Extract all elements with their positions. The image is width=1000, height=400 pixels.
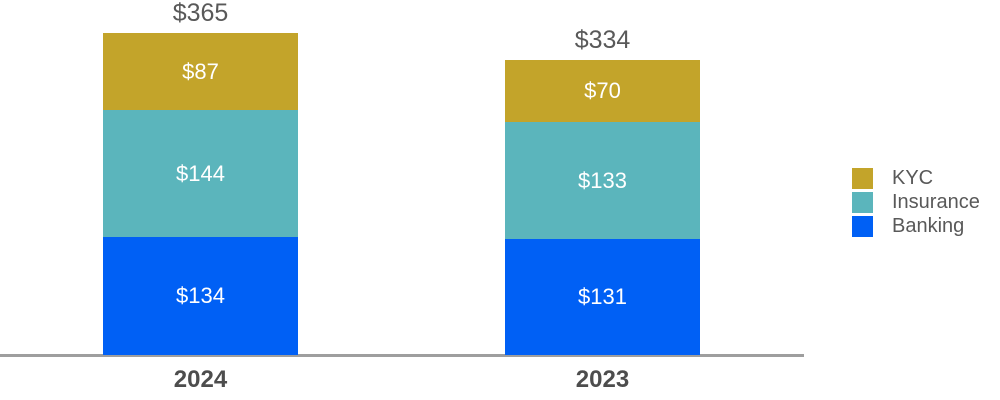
- legend-item-kyc: KYC: [852, 167, 980, 189]
- legend-item-banking: Banking: [852, 215, 980, 237]
- bar-group-2024: $365 $87 $144 $134: [103, 0, 298, 355]
- legend-swatch-kyc: [852, 168, 873, 189]
- x-axis-label-2024: 2024: [173, 366, 228, 393]
- segment-value-label: $87: [182, 58, 219, 84]
- total-label-2023: $334: [574, 26, 631, 54]
- bar-segment-kyc-2023: $70: [505, 60, 700, 122]
- segment-value-label: $70: [584, 78, 621, 103]
- legend-swatch-banking: [852, 216, 873, 237]
- bar-segment-banking-2024: $134: [103, 237, 298, 355]
- legend-item-insurance: Insurance: [852, 191, 980, 213]
- bar-segment-insurance-2024: $144: [103, 110, 298, 237]
- chart-legend: KYC Insurance Banking: [852, 167, 980, 240]
- segment-value-label: $133: [578, 167, 627, 193]
- total-label-2024: $365: [172, 0, 229, 27]
- x-axis-label-2023: 2023: [575, 366, 630, 393]
- bar-segment-kyc-2024: $87: [103, 33, 298, 110]
- bar-segment-insurance-2023: $133: [505, 122, 700, 239]
- legend-label-insurance: Insurance: [892, 191, 980, 213]
- legend-swatch-insurance: [852, 192, 873, 213]
- legend-label-kyc: KYC: [892, 167, 934, 189]
- segment-value-label: $134: [176, 283, 225, 308]
- segment-value-label: $131: [578, 284, 627, 309]
- legend-label-banking: Banking: [892, 215, 965, 237]
- x-axis-line: [0, 354, 804, 357]
- bar-group-2023: $334 $70 $133 $131: [505, 27, 700, 355]
- segment-value-label: $144: [176, 160, 225, 186]
- bar-segment-banking-2023: $131: [505, 239, 700, 355]
